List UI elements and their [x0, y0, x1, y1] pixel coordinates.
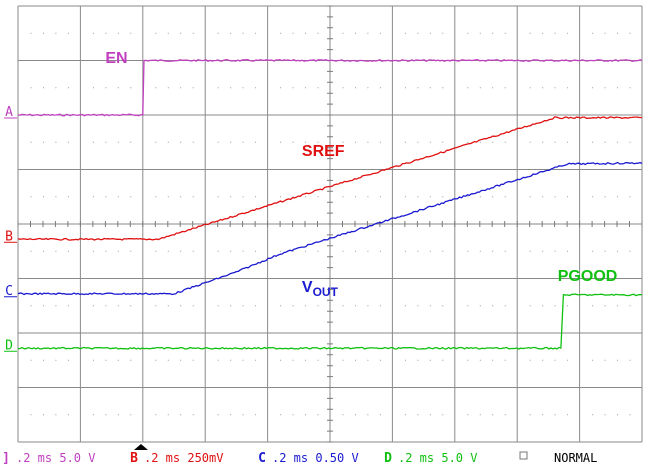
status-channel-setting: .2 ms 5.0 V	[398, 451, 477, 465]
marker-b: B	[5, 229, 13, 244]
status-channel-setting: .2 ms 5.0 V	[16, 451, 95, 465]
status-channel-setting: .2 ms 250mV	[144, 451, 223, 465]
trace-c	[17, 161, 643, 296]
trigger-arrow-icon	[134, 444, 148, 450]
status-channel-id: D	[384, 451, 392, 466]
status-channel-id: B	[130, 451, 138, 466]
marker-d: D	[5, 338, 13, 353]
trace-labels: EN SREF VOUT PGOOD	[105, 50, 617, 299]
label-d: PGOOD	[558, 268, 618, 285]
marker-a: A	[5, 105, 13, 120]
status-channel-setting: .2 ms 0.50 V	[272, 451, 359, 465]
center-axis-ticks	[17, 5, 643, 443]
grid-subdivision-dots	[30, 32, 631, 416]
trace-d	[17, 293, 643, 350]
label-c: VOUT	[302, 279, 339, 299]
mode-box-icon	[519, 451, 528, 460]
trace-b	[17, 116, 643, 241]
status-bar: ] .2 ms 5.0 V B .2 ms 250mV C .2 ms 0.50 V D .2…	[2, 444, 597, 466]
traces	[17, 59, 643, 350]
acquisition-mode: NORMAL	[554, 451, 597, 465]
marker-c: C	[5, 284, 13, 299]
trace-a	[17, 59, 643, 117]
status-channel-id: ]	[2, 451, 10, 466]
channel-markers: A B C D	[4, 105, 17, 353]
label-a: EN	[105, 50, 127, 67]
label-b: SREF	[302, 143, 345, 160]
status-channel-id: C	[258, 451, 266, 466]
